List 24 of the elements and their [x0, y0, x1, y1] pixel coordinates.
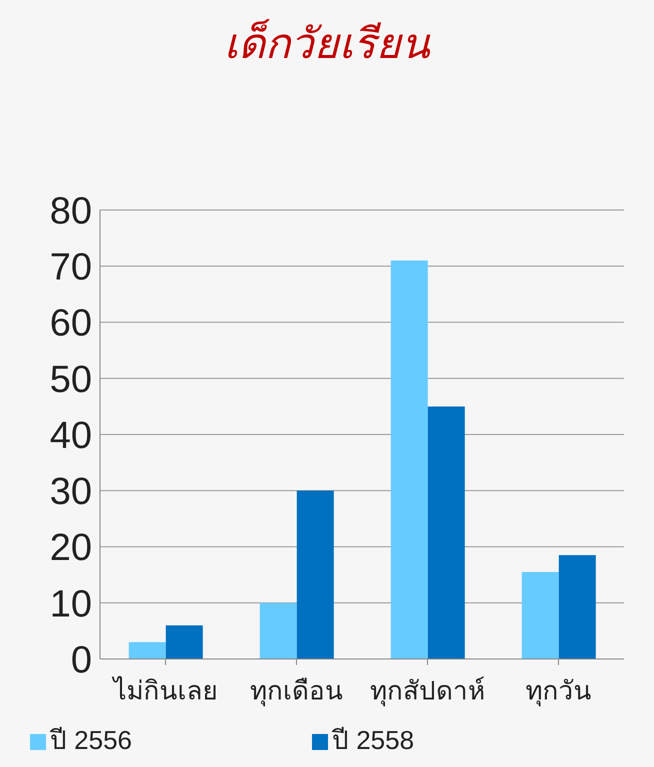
bar [260, 602, 297, 659]
legend-label: ปี 2558 [332, 725, 414, 755]
x-tick-label: ทุกเดือน [250, 675, 343, 706]
bar [128, 642, 166, 659]
y-tick-label: 20 [50, 527, 92, 570]
bar [428, 406, 465, 659]
x-tick-label: ไม่กินเลย [112, 675, 218, 706]
y-tick-label: 40 [50, 414, 92, 457]
chart-title: เด็กวัยเรียน [223, 18, 432, 69]
bar [166, 625, 203, 659]
bar [558, 555, 596, 659]
y-tick-label: 70 [50, 246, 92, 289]
y-tick-label: 0 [70, 639, 92, 682]
x-tick-label: ทุกสัปดาห์ [370, 675, 485, 706]
x-tick-label: ทุกวัน [526, 675, 592, 706]
y-tick-label: 60 [50, 302, 92, 345]
y-tick-label: 30 [50, 471, 92, 514]
bar [390, 260, 428, 659]
bar [522, 572, 559, 659]
y-tick-label: 50 [50, 358, 92, 401]
bar [296, 490, 334, 659]
legend-label: ปี 2556 [50, 725, 132, 755]
y-tick-label: 10 [50, 583, 92, 626]
y-tick-label: 80 [50, 190, 92, 232]
